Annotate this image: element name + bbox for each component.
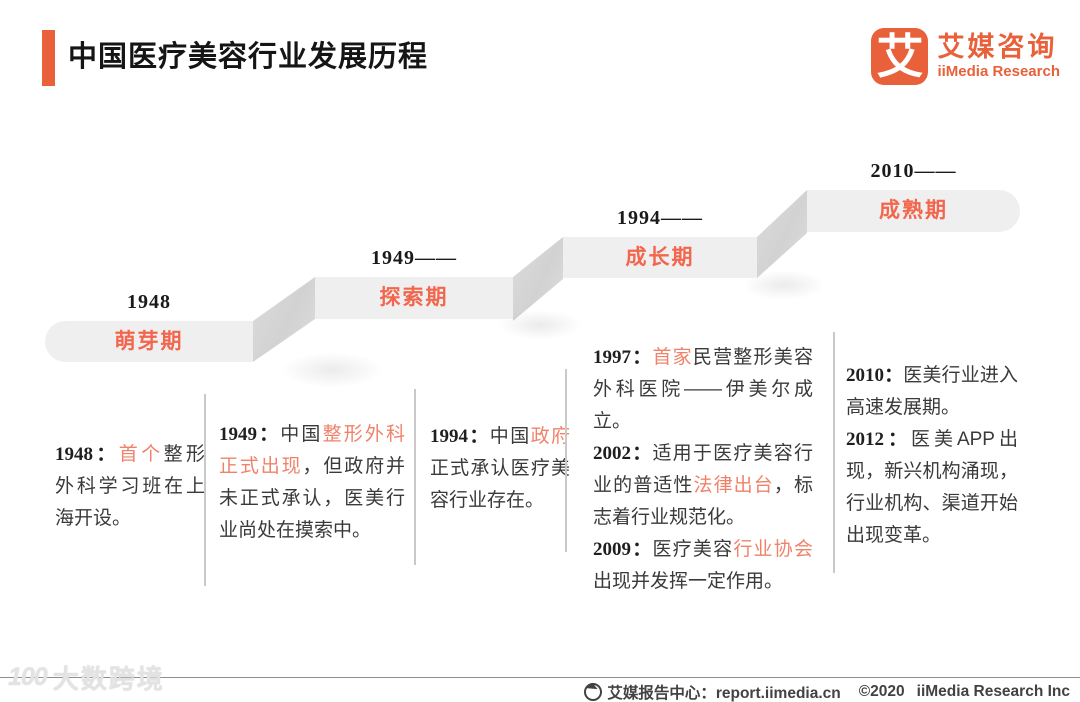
timeline-stage-maturity: 成熟期 (807, 190, 1020, 232)
timeline-stage-growth: 成长期 (563, 237, 757, 278)
column-divider (414, 389, 416, 565)
stair-shadow (280, 352, 384, 388)
stair-connector (757, 190, 807, 278)
stage-label: 萌芽期 (114, 330, 184, 353)
detail-1994: 1994：中国政府正式承认医疗美容行业存在。 (430, 426, 570, 511)
stage-label: 成长期 (625, 246, 695, 269)
stair-connector (253, 277, 315, 362)
detail-1948: 1948：首个整形外科学习班在上海开设。 (55, 444, 205, 529)
title-accent-bar (42, 30, 55, 86)
column-divider (204, 394, 206, 586)
page-title: 中国医疗美容行业发展历程 (68, 41, 429, 73)
detail-1997-2009: 1997：首家民营整形美容外科医院——伊美尔成立。 2002：适用于医疗美容行业… (593, 347, 813, 592)
detail-2010-2012: 2010：医美行业进入高速发展期。 2012：医美APP出现，新兴机构涌现，行业… (846, 365, 1018, 546)
footer: ◥ 艾媒报告中心：report.iimedia.cn ©2020 iiMedia… (584, 681, 1070, 702)
footer-company: iiMedia Research Inc (916, 683, 1070, 700)
iimedia-logo: 艾 艾媒咨询 iiMedia Research (871, 28, 1060, 85)
timeline-year-1948: 1948 (127, 291, 171, 313)
watermark-logo-icon: 100 (8, 663, 48, 691)
stage-label: 成熟期 (879, 199, 948, 222)
iimedia-logo-icon: 艾 (871, 28, 929, 85)
footer-report-center: 艾媒报告中心：report.iimedia.cn (607, 685, 841, 702)
logo-text: 艾媒咨询 iiMedia Research (937, 28, 1060, 82)
timeline-year-1994: 1994—— (617, 207, 703, 229)
stage-label: 探索期 (379, 286, 449, 309)
timeline-year-2010: 2010—— (870, 160, 957, 182)
timeline-year-1949: 1949—— (371, 247, 457, 269)
stair-connector (513, 237, 563, 321)
timeline-stage-exploration: 探索期 (315, 277, 513, 319)
logo-name-en: iiMedia Research (937, 63, 1060, 80)
column-divider (565, 369, 567, 552)
footer-copyright: ©2020 (858, 683, 905, 700)
watermark: 100 大数跨境 (8, 659, 165, 696)
footer-divider-line (0, 677, 1080, 678)
iimedia-compass-icon: ◥ (584, 682, 603, 701)
timeline-stage-budding: 萌芽期 (45, 321, 253, 362)
column-divider (833, 332, 835, 573)
detail-1949: 1949：中国整形外科正式出现，但政府并未正式承认，医美行业尚处在摸索中。 (219, 424, 405, 541)
watermark-text: 大数跨境 (52, 664, 165, 694)
logo-name-cn: 艾媒咨询 (937, 32, 1058, 62)
